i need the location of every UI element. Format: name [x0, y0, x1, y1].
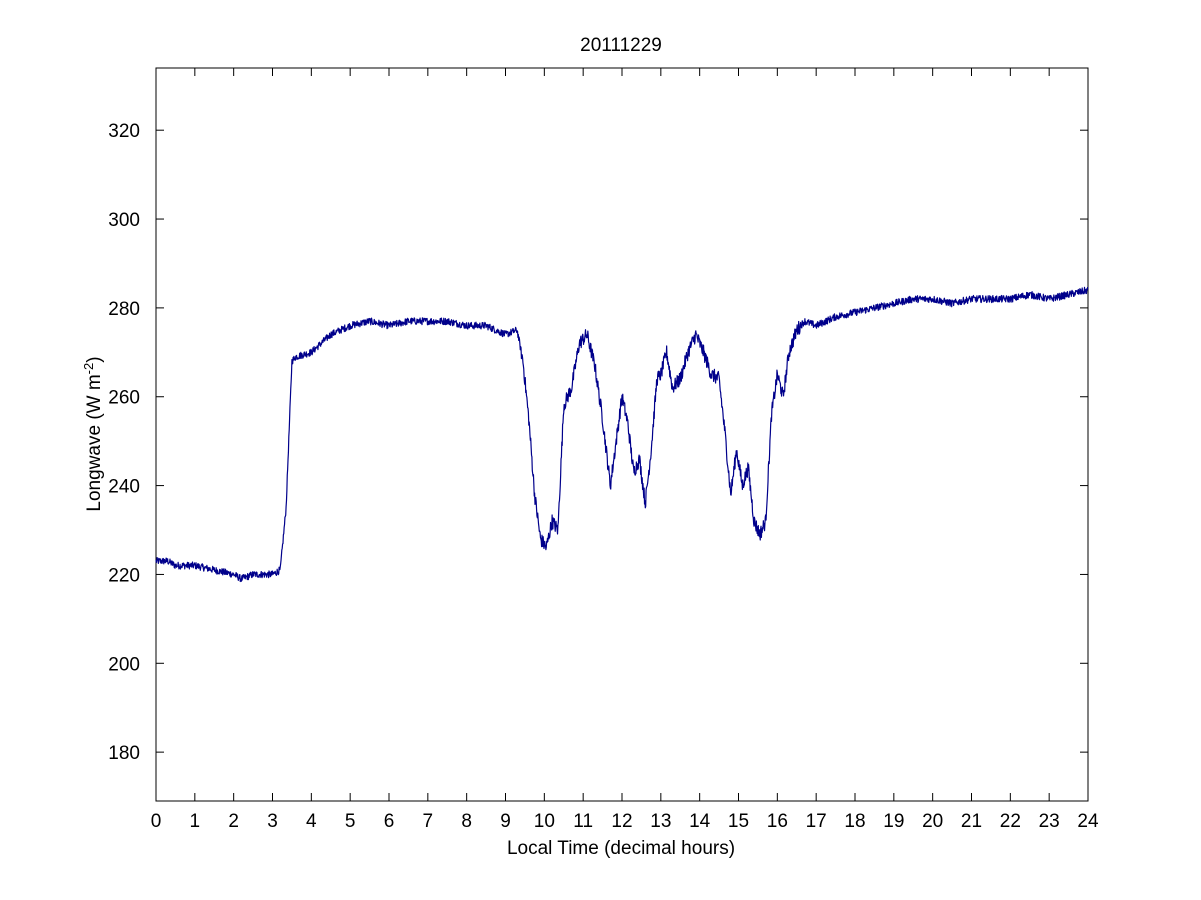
chart-title: 20111229	[580, 35, 662, 56]
x-tick-label-24: 24	[1077, 811, 1099, 832]
x-tick-label-21: 21	[961, 811, 982, 832]
y-tick-label-220: 220	[108, 565, 140, 586]
y-axis-label-superscript: -2	[81, 363, 96, 375]
x-tick-label-23: 23	[1039, 811, 1060, 832]
x-axis-label: Local Time (decimal hours)	[507, 838, 735, 859]
y-axis-label-main: Longwave (W m	[84, 374, 105, 511]
x-tick-label-3: 3	[267, 811, 278, 832]
longwave-series-line	[155, 286, 1089, 583]
x-tick-label-22: 22	[1000, 811, 1021, 832]
x-tick-label-1: 1	[190, 811, 201, 832]
x-tick-label-15: 15	[728, 811, 749, 832]
x-tick-label-16: 16	[767, 811, 788, 832]
x-tick-label-5: 5	[345, 811, 356, 832]
x-tick-label-10: 10	[534, 811, 555, 832]
x-tick-label-6: 6	[384, 811, 395, 832]
x-tick-label-12: 12	[611, 811, 632, 832]
x-tick-label-14: 14	[689, 811, 711, 832]
x-tick-label-8: 8	[461, 811, 472, 832]
x-tick-label-4: 4	[306, 811, 317, 832]
y-tick-label-240: 240	[108, 477, 140, 498]
x-tick-label-7: 7	[423, 811, 434, 832]
x-tick-label-11: 11	[573, 811, 593, 832]
y-tick-label-260: 260	[108, 388, 140, 409]
x-tick-label-18: 18	[844, 811, 865, 832]
y-axis-label: Longwave (W m-2)	[81, 356, 105, 511]
plot-area	[155, 67, 1089, 802]
x-tick-label-2: 2	[228, 811, 239, 832]
y-tick-label-280: 280	[108, 299, 140, 320]
x-tick-label-20: 20	[922, 811, 943, 832]
x-tick-label-13: 13	[650, 811, 671, 832]
y-tick-label-320: 320	[108, 121, 140, 142]
x-tick-label-19: 19	[883, 811, 904, 832]
y-axis-ticks: 180 200 220 240 260 280 300 320	[108, 121, 1088, 764]
x-axis-ticks: 0 1 2 3 4 5 6 7 8 9 10 11 12 13 14 15 16 17 18 19 20 21 22 23 24	[151, 68, 1099, 832]
y-tick-label-200: 200	[108, 654, 140, 675]
x-tick-label-0: 0	[151, 811, 162, 832]
y-axis-label-close: )	[84, 356, 105, 362]
y-tick-label-300: 300	[108, 210, 140, 231]
x-tick-label-9: 9	[500, 811, 511, 832]
x-tick-label-17: 17	[806, 811, 827, 832]
y-tick-label-180: 180	[108, 743, 140, 764]
